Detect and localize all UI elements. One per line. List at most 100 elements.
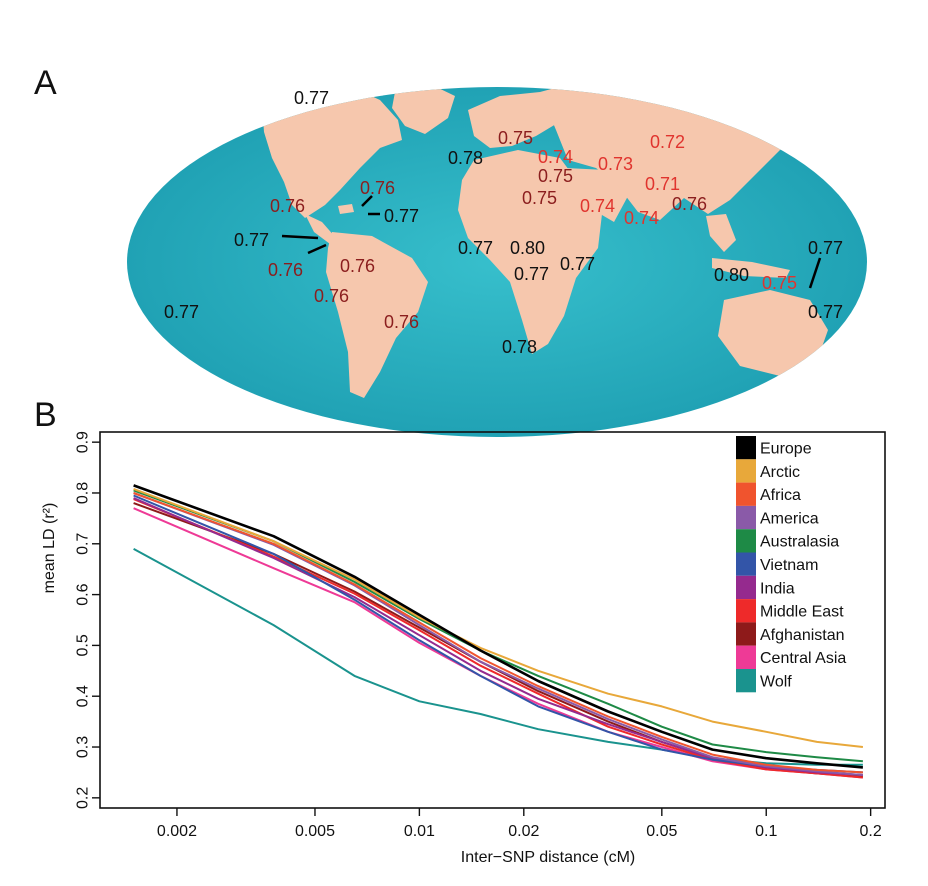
x-tick-label: 0.005	[295, 823, 335, 840]
legend-label: India	[760, 580, 795, 597]
map-value-label: 0.75	[522, 188, 557, 208]
map-value-label: 0.76	[314, 286, 349, 306]
map-value-label: 0.76	[268, 260, 303, 280]
y-tick-label: 0.6	[75, 583, 92, 605]
x-tick-label: 0.002	[157, 823, 197, 840]
map-value-label: 0.76	[270, 196, 305, 216]
legend-swatch	[736, 436, 756, 460]
y-tick-label: 0.2	[75, 787, 92, 809]
greenland	[392, 87, 455, 134]
series-line-wolf	[133, 548, 863, 766]
legend-swatch	[736, 669, 756, 693]
series-line-middle-east	[133, 498, 863, 779]
legend-swatch	[736, 575, 756, 600]
pointer-line-pacific	[808, 257, 822, 289]
y-tick-label: 0.3	[75, 736, 92, 758]
south-america	[326, 232, 428, 398]
legend-label: Afghanistan	[760, 627, 845, 644]
y-tick-label: 0.8	[75, 482, 92, 504]
map-value-label: 0.76	[672, 194, 707, 214]
series-lines	[133, 484, 864, 779]
map-value-label: 0.77	[808, 238, 843, 258]
y-tick-label: 0.5	[75, 634, 92, 656]
map-value-label: 0.76	[340, 256, 375, 276]
australia	[718, 290, 828, 376]
map-value-label: 0.77	[458, 238, 493, 258]
map-value-labels: 0.770.770.78 0.740.750.730.720.710.750.75…	[164, 88, 843, 357]
central-america	[305, 214, 336, 244]
legend-label: Middle East	[760, 604, 844, 621]
legend-swatch	[736, 505, 756, 530]
map-value-label: 0.75	[498, 128, 533, 148]
map-value-label: 0.74	[624, 208, 659, 228]
new-zealand	[834, 370, 850, 396]
europe	[468, 92, 560, 148]
legend-swatch	[736, 645, 756, 669]
pointer-line-central-america-b	[307, 243, 327, 255]
pointer-line-central-america-a	[281, 234, 319, 240]
x-tick-label: 0.05	[646, 823, 677, 840]
map-value-label: 0.78	[448, 148, 483, 168]
legend-label: Arctic	[760, 464, 800, 481]
map-value-label: 0.75	[762, 273, 797, 293]
panel-b-letter: B	[34, 396, 57, 434]
map-value-label: 0.77	[294, 88, 329, 108]
plot-frame	[99, 431, 886, 809]
y-axis-label: mean LD (r²)	[41, 503, 58, 594]
map-pointer-lines	[281, 195, 822, 289]
x-tick-label: 0.1	[755, 823, 777, 840]
ld-chart: 0.20.30.40.50.60.70.80.9 0.002 0.005 0.01 0…	[41, 431, 886, 866]
x-tick-label: 0.02	[508, 823, 539, 840]
series-line-arctic	[133, 487, 864, 748]
map-value-label: 0.77	[164, 302, 199, 322]
indonesia	[712, 258, 790, 278]
y-axis: 0.2 0.3 0.4 0.5 0.6 0.7 0.8 0.9	[75, 431, 100, 809]
legend-swatch	[736, 622, 756, 646]
x-axis: 0.002 0.005 0.01 0.02 0.05 0.1 0.2	[157, 808, 882, 840]
map-value-label: 0.74	[580, 196, 615, 216]
map-value-label: 0.78	[502, 337, 537, 357]
map-value-label: 0.71	[645, 174, 680, 194]
map-value-label: 0.77	[384, 206, 419, 226]
legend-swatch	[736, 552, 756, 576]
legend-label: Africa	[760, 487, 801, 504]
map-value-label: 0.77	[234, 230, 269, 250]
legend-label: Europe	[760, 440, 812, 457]
map-value-label: 0.76	[384, 312, 419, 332]
chart-legend: Europe Arctic Africa America Australasia Viet…	[736, 436, 846, 693]
map-value-label: 0.76	[360, 178, 395, 198]
map-value-label: 0.73	[598, 154, 633, 174]
legend-label: Vietnam	[760, 557, 818, 574]
legend-swatch	[736, 599, 756, 623]
africa	[458, 150, 602, 354]
legend-label: Central Asia	[760, 650, 846, 667]
map-value-label: 0.77	[560, 254, 595, 274]
map-value-label: 0.77	[514, 264, 549, 284]
x-axis-label: Inter−SNP distance (cM)	[461, 849, 635, 866]
legend-swatch	[736, 529, 756, 553]
panel-a-letter: A	[34, 64, 57, 102]
caribbean	[338, 204, 354, 214]
legend-label: Wolf	[760, 673, 792, 690]
series-line-australasia	[133, 489, 863, 763]
series-line-europe	[133, 484, 864, 769]
map-value-label: 0.74	[538, 147, 573, 167]
y-tick-label: 0.4	[75, 685, 92, 707]
map-value-label: 0.77	[808, 302, 843, 322]
y-tick-label: 0.9	[75, 431, 92, 453]
legend-label: America	[760, 510, 819, 527]
series-line-india	[133, 497, 863, 776]
map-value-label: 0.75	[538, 166, 573, 186]
map-value-label: 0.80	[510, 238, 545, 258]
map-value-label: 0.80	[714, 265, 749, 285]
north-america	[262, 87, 402, 218]
legend-label: Australasia	[760, 534, 839, 551]
world-map: 0.770.770.78 0.740.750.730.720.710.750.75…	[127, 87, 867, 437]
legend-swatch	[736, 482, 756, 506]
southeast-asia	[706, 214, 736, 252]
legend-swatch	[736, 459, 756, 483]
series-line-africa	[133, 492, 863, 774]
map-value-label: 0.72	[650, 132, 685, 152]
x-tick-label: 0.2	[860, 823, 882, 840]
